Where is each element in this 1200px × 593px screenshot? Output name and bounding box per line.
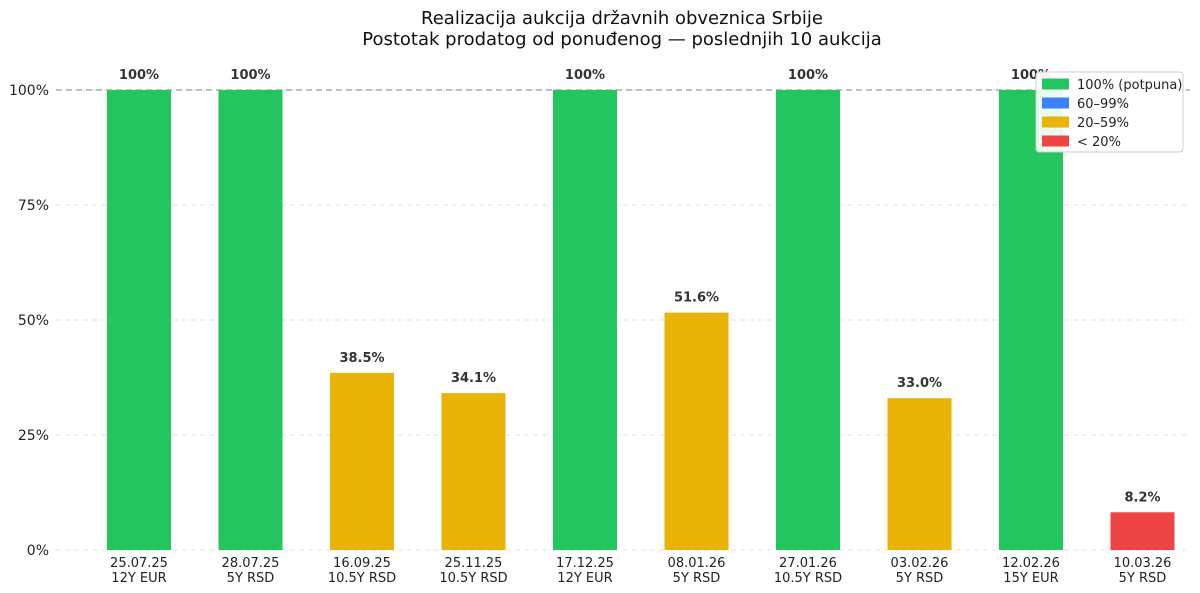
y-tick-label: 25% — [18, 428, 49, 444]
y-tick-label: 50% — [18, 313, 49, 329]
x-tick-date: 10.03.26 — [1114, 556, 1172, 571]
bar-value-label: 51.6% — [674, 291, 719, 306]
x-tick-date: 25.07.25 — [110, 556, 168, 571]
x-tick-bond: 10.5Y RSD — [439, 571, 507, 586]
y-tick-label: 75% — [18, 198, 49, 214]
legend-label: < 20% — [1077, 135, 1121, 150]
y-axis-ticks: 0% 25% 50% 75% 100% — [9, 83, 49, 559]
legend-label: 20–59% — [1077, 116, 1129, 131]
bar-value-label: 100% — [230, 68, 270, 83]
legend: 100% (potpuna) 60–99% 20–59% < 20% — [1035, 71, 1184, 153]
bar — [776, 90, 840, 550]
y-tick-label: 100% — [9, 83, 49, 99]
legend-swatch — [1042, 135, 1069, 147]
x-tick-date: 16.09.25 — [333, 556, 391, 571]
chart-subtitle: Postotak prodatog od ponuđenog — posledn… — [362, 29, 882, 50]
bar — [330, 372, 394, 550]
x-tick-date: 28.07.25 — [222, 556, 280, 571]
x-tick-bond: 15Y EUR — [1003, 571, 1058, 586]
bars: 100% 100%38.5%34.1%100%51.6%100%33.0%100%… — [107, 68, 1175, 550]
bar — [441, 393, 506, 550]
x-tick-date: 12.02.26 — [1002, 556, 1060, 571]
y-tick-label: 0% — [27, 543, 49, 559]
x-tick-bond: 10.5Y RSD — [328, 571, 396, 586]
bar-value-label: 100% — [565, 68, 605, 83]
x-tick-bond: 10.5Y RSD — [774, 571, 842, 586]
legend-label: 100% (potpuna) — [1077, 78, 1182, 93]
bar — [107, 90, 171, 550]
x-tick-date: 08.01.26 — [668, 556, 726, 571]
bar — [553, 90, 617, 550]
bar-value-label: 38.5% — [339, 351, 384, 366]
legend-label: 60–99% — [1077, 97, 1129, 112]
legend-swatch — [1042, 116, 1069, 128]
x-tick-bond: 5Y RSD — [1119, 571, 1167, 586]
legend-swatch — [1042, 97, 1069, 109]
bar — [218, 90, 283, 550]
x-tick-bond: 5Y RSD — [896, 571, 944, 586]
x-tick-bond: 12Y EUR — [557, 571, 612, 586]
x-tick-date: 17.12.25 — [556, 556, 614, 571]
x-tick-date: 27.01.26 — [779, 556, 837, 571]
bar — [1110, 512, 1175, 550]
bar-value-label: 100% — [119, 68, 159, 83]
bar — [887, 398, 952, 550]
x-tick-bond: 5Y RSD — [673, 571, 721, 586]
bar — [999, 90, 1063, 550]
bar-value-label: 34.1% — [451, 371, 496, 386]
bar-value-label: 8.2% — [1124, 490, 1160, 505]
x-tick-date: 25.11.25 — [445, 556, 503, 571]
chart-title: Realizacija aukcija državnih obveznica S… — [421, 8, 823, 29]
legend-swatch — [1042, 78, 1069, 90]
x-tick-date: 03.02.26 — [891, 556, 949, 571]
bar — [664, 312, 729, 550]
x-tick-bond: 5Y RSD — [227, 571, 275, 586]
legend-box — [1035, 71, 1184, 153]
x-tick-bond: 12Y EUR — [111, 571, 166, 586]
bar-value-label: 33.0% — [897, 376, 942, 391]
bar-value-label: 100% — [788, 68, 828, 83]
